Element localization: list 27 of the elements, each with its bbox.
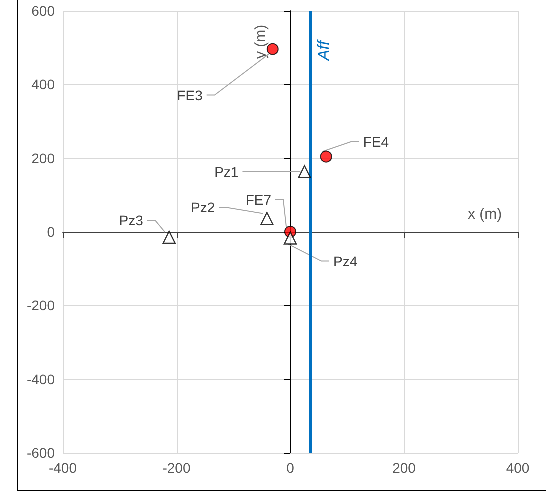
y-tick-label: 400 bbox=[32, 76, 56, 93]
x-axis-title: x (m) bbox=[468, 206, 502, 223]
y-tick-label: 600 bbox=[32, 3, 56, 19]
y-tick-label: 200 bbox=[32, 150, 56, 166]
annotation: FE7 bbox=[246, 192, 272, 208]
y-tick-label: -200 bbox=[26, 298, 56, 314]
x-tick-label: -200 bbox=[162, 460, 191, 476]
point bbox=[284, 232, 298, 245]
x-tick-label: -400 bbox=[48, 460, 78, 476]
y-tick-label: 0 bbox=[47, 224, 56, 240]
annotation: FE3 bbox=[177, 87, 204, 104]
annotation: Pz3 bbox=[119, 212, 144, 229]
ref-line-label: Aff bbox=[316, 39, 333, 62]
annotation: Pz2 bbox=[191, 200, 216, 216]
x-tick-label: 200 bbox=[392, 460, 416, 476]
annotation: Pz4 bbox=[334, 253, 358, 270]
point bbox=[260, 212, 274, 226]
x-tick-label: 0 bbox=[286, 460, 295, 476]
annotation: FE4 bbox=[363, 134, 390, 150]
x-tick-label: 400 bbox=[506, 460, 530, 476]
point bbox=[162, 230, 176, 244]
y-tick-label: -400 bbox=[26, 371, 56, 388]
annotation: Pz1 bbox=[214, 164, 239, 180]
y-axis-title: y (m) bbox=[252, 24, 270, 59]
point bbox=[298, 165, 312, 179]
y-tick-label: -600 bbox=[26, 445, 56, 461]
point bbox=[320, 150, 332, 163]
